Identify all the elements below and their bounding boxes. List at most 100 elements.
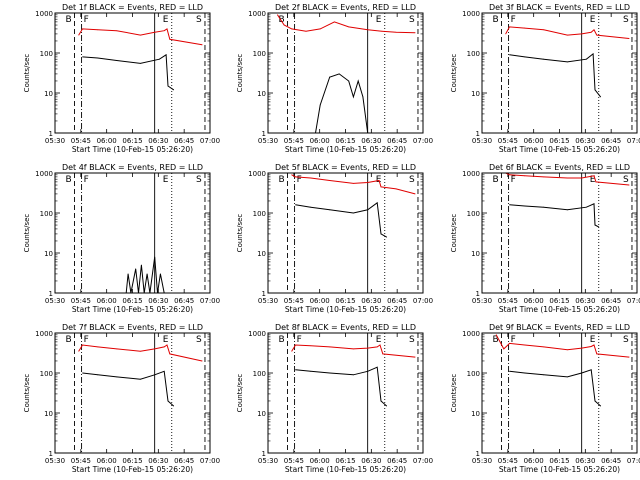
region-label: S bbox=[196, 335, 202, 345]
x-tick-label: 06:45 bbox=[174, 457, 194, 465]
series-line-lld bbox=[277, 14, 416, 34]
plot-frame bbox=[481, 332, 638, 454]
detector-panel: Det 8f BLACK = Events, RED = LLD 05:30 05:… bbox=[236, 323, 433, 474]
region-label: E bbox=[376, 335, 382, 345]
data-point bbox=[594, 89, 596, 91]
y-tick-label: 1 bbox=[476, 290, 480, 298]
series-line-events bbox=[509, 52, 601, 98]
data-point bbox=[82, 56, 83, 58]
plot-frame bbox=[267, 332, 424, 454]
data-point bbox=[167, 400, 169, 402]
y-axis-label: Counts/sec bbox=[236, 374, 244, 413]
data-point bbox=[154, 256, 156, 258]
data-point bbox=[78, 350, 80, 352]
x-tick-label: 06:45 bbox=[601, 137, 621, 145]
y-tick-label: 1000 bbox=[35, 170, 53, 178]
data-point bbox=[329, 180, 331, 181]
data-point bbox=[380, 400, 382, 402]
x-tick-label: 06:15 bbox=[335, 297, 355, 305]
data-point bbox=[166, 344, 168, 346]
data-point bbox=[348, 26, 350, 28]
data-point bbox=[524, 56, 526, 58]
x-tick-label: 06:15 bbox=[549, 297, 569, 305]
data-point bbox=[567, 209, 568, 211]
plot-frame bbox=[267, 172, 424, 294]
chart-title: Det 5f BLACK = Events, RED = LLD bbox=[275, 163, 416, 172]
x-tick-label: 06:45 bbox=[387, 457, 407, 465]
data-point bbox=[140, 350, 141, 352]
data-point bbox=[414, 356, 416, 358]
data-point bbox=[82, 372, 83, 374]
series-line-lld bbox=[495, 334, 630, 358]
data-point bbox=[329, 346, 331, 348]
y-tick-label: 1 bbox=[476, 130, 480, 138]
region-label: B bbox=[492, 15, 498, 25]
series-line-events bbox=[295, 201, 387, 238]
plot-frame bbox=[267, 12, 424, 134]
plot-frame bbox=[54, 172, 211, 294]
x-tick-label: 06:00 bbox=[97, 297, 117, 305]
data-point bbox=[495, 334, 497, 336]
data-point bbox=[367, 182, 369, 183]
x-tick-label: 06:45 bbox=[387, 137, 407, 145]
data-point bbox=[598, 226, 600, 228]
data-point bbox=[378, 180, 380, 181]
data-point bbox=[367, 209, 369, 211]
region-label: S bbox=[196, 175, 202, 185]
detector-panel: Det 5f BLACK = Events, RED = LLD 05:30 05:… bbox=[236, 163, 433, 314]
chart-title: Det 8f BLACK = Events, RED = LLD bbox=[275, 323, 416, 332]
data-point bbox=[505, 33, 507, 35]
y-tick-label: 1000 bbox=[248, 330, 266, 338]
data-point bbox=[379, 344, 381, 346]
y-tick-label: 1000 bbox=[35, 330, 53, 338]
data-point bbox=[414, 193, 416, 195]
x-tick-label: 06:00 bbox=[524, 457, 544, 465]
data-point bbox=[367, 29, 369, 31]
data-point bbox=[509, 342, 510, 344]
x-tick-label: 06:45 bbox=[387, 297, 407, 305]
data-point bbox=[163, 346, 165, 348]
region-label: E bbox=[163, 15, 169, 25]
data-point bbox=[173, 405, 175, 407]
region-label: E bbox=[163, 175, 169, 185]
data-point bbox=[169, 38, 171, 40]
data-point bbox=[509, 370, 510, 372]
series-line-events bbox=[315, 73, 369, 134]
chart-title: Det 4f BLACK = Events, RED = LLD bbox=[62, 163, 203, 172]
data-point bbox=[348, 80, 350, 82]
data-point bbox=[590, 346, 592, 347]
data-point bbox=[140, 264, 142, 266]
data-point bbox=[376, 346, 378, 348]
x-axis-label: Start Time (10-Feb-15 05:26:20) bbox=[499, 145, 620, 154]
y-tick-label: 100 bbox=[253, 210, 266, 218]
x-tick-label: 06:15 bbox=[335, 137, 355, 145]
data-point bbox=[600, 405, 602, 407]
y-axis-label: Counts/sec bbox=[23, 374, 31, 413]
data-point bbox=[329, 209, 331, 211]
plot-frame bbox=[481, 172, 638, 294]
region-label: F bbox=[297, 175, 302, 185]
x-tick-label: 06:45 bbox=[601, 297, 621, 305]
detector-panel: Det 1f BLACK = Events, RED = LLD 05:30 05:… bbox=[23, 3, 220, 154]
x-tick-label: 05:30 bbox=[258, 297, 278, 305]
x-tick-label: 05:45 bbox=[71, 457, 91, 465]
y-axis-label: Counts/sec bbox=[450, 214, 458, 253]
data-point bbox=[353, 212, 354, 214]
x-tick-label: 06:30 bbox=[361, 457, 381, 465]
data-point bbox=[163, 370, 165, 372]
x-tick-label: 06:30 bbox=[575, 457, 595, 465]
data-point bbox=[567, 177, 568, 179]
y-tick-label: 1000 bbox=[248, 10, 266, 18]
data-point bbox=[543, 29, 545, 31]
series-line-events bbox=[82, 370, 174, 407]
x-tick-label: 06:00 bbox=[310, 457, 330, 465]
data-point bbox=[163, 30, 165, 32]
data-point bbox=[380, 186, 382, 188]
y-tick-label: 10 bbox=[257, 250, 266, 258]
data-point bbox=[154, 31, 156, 33]
x-tick-label: 07:00 bbox=[413, 297, 433, 305]
data-point bbox=[295, 176, 296, 178]
region-label: B bbox=[278, 175, 284, 185]
series-line-events bbox=[295, 366, 387, 407]
data-point bbox=[116, 376, 118, 378]
